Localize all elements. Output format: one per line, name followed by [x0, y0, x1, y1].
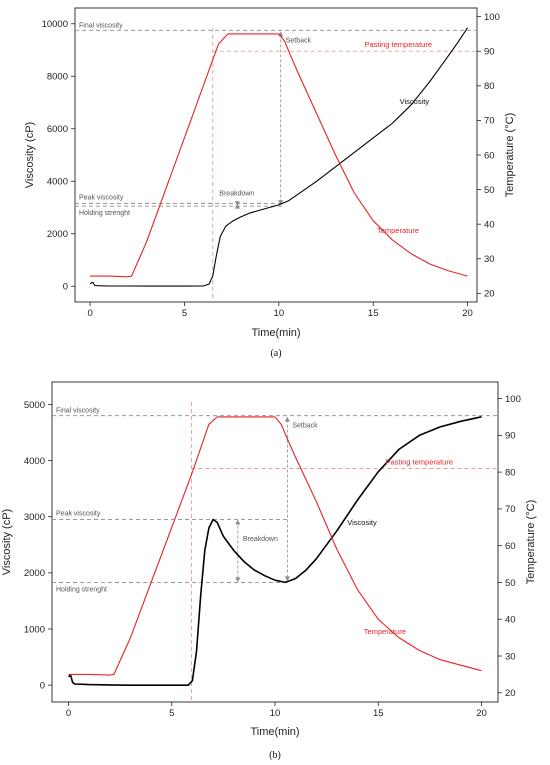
setback-arrowhead-up	[284, 416, 290, 422]
y-left-axis-label: Viscosity (cP)	[24, 122, 36, 188]
viscosity-series-label: Viscosity	[347, 518, 377, 527]
temperature-series-label: Temperature	[377, 226, 419, 235]
breakdown-arrowhead-down	[234, 201, 240, 207]
setback-arrowhead-down	[284, 576, 290, 582]
x-tick-label: 0	[87, 308, 92, 319]
x-tick-label: 5	[169, 708, 174, 719]
x-axis-label: Time(min)	[250, 726, 299, 738]
peak-viscosity-label: Peak viscosity	[79, 195, 124, 202]
x-tick-label: 20	[462, 308, 473, 319]
panel-label: (a)	[270, 348, 281, 359]
peak-viscosity-label: Peak viscosity	[56, 511, 101, 518]
pasting-temperature-label: Pasting temperature	[364, 40, 432, 49]
y-right-tick-label: 60	[505, 541, 516, 552]
y-right-tick-label: 40	[484, 219, 495, 230]
y-right-tick-label: 60	[484, 150, 495, 161]
plot-frame	[74, 7, 478, 303]
y-left-tick-label: 2000	[47, 229, 68, 240]
y-right-tick-label: 20	[505, 688, 516, 699]
breakdown-label: Breakdown	[243, 536, 278, 543]
breakdown-arrowhead-down	[235, 577, 241, 583]
y-right-tick-label: 100	[484, 12, 500, 23]
y-left-tick-label: 0	[63, 282, 68, 293]
y-right-tick-label: 20	[484, 289, 495, 300]
viscosity-series-label: Viscosity	[400, 97, 430, 106]
y-right-axis-label: Temperature (°C)	[504, 113, 516, 197]
y-left-tick-label: 10000	[42, 19, 68, 30]
y-left-tick-label: 4000	[47, 177, 68, 188]
y-right-tick-label: 70	[505, 504, 516, 515]
pasting-temperature-label: Pasting temperature	[385, 457, 453, 466]
y-left-tick-label: 5000	[24, 400, 45, 411]
x-tick-label: 20	[476, 708, 487, 719]
y-left-tick-label: 0	[40, 680, 45, 691]
setback-arrowhead-down	[278, 200, 284, 206]
holding-strength-label: Holding strenght	[79, 210, 130, 217]
x-axis-label: Time(min)	[251, 327, 300, 339]
x-tick-label: 10	[270, 708, 281, 719]
y-right-tick-label: 80	[505, 467, 516, 478]
setback-label: Setback	[292, 423, 318, 430]
breakdown-arrowhead-up	[235, 519, 241, 525]
y-left-tick-label: 6000	[47, 124, 68, 135]
x-tick-label: 10	[274, 308, 285, 319]
x-tick-label: 15	[373, 708, 384, 719]
final-viscosity-label: Final viscosity	[56, 408, 100, 415]
series-line-viscosity	[68, 416, 482, 687]
y-right-tick-label: 30	[505, 651, 516, 662]
x-tick-label: 0	[66, 708, 71, 719]
y-right-tick-label: 50	[505, 578, 516, 589]
y-right-tick-label: 40	[505, 615, 516, 626]
y-left-tick-label: 4000	[24, 456, 45, 467]
series-line-temperature	[90, 33, 468, 278]
x-tick-label: 15	[368, 308, 379, 319]
y-right-axis-label: Temperature (°C)	[525, 500, 537, 584]
holding-strength-label: Holding strenght	[56, 586, 107, 593]
x-tick-label: 5	[182, 308, 187, 319]
chart-b: 0 5 10 15 20 0 1000 2000 3000 4000 5000 20 30 40 50 60 7…	[1, 381, 537, 761]
series-line-temperature	[68, 416, 482, 676]
y-left-axis-label: Viscosity (cP)	[1, 509, 13, 575]
setback-label: Setback	[286, 37, 312, 44]
y-left-tick-label: 3000	[24, 512, 45, 523]
y-right-tick-label: 100	[505, 394, 521, 405]
breakdown-label: Breakdown	[219, 191, 254, 198]
final-viscosity-label: Final viscosity	[79, 22, 123, 29]
temperature-series-label: Temperature	[364, 627, 406, 636]
y-left-tick-label: 2000	[24, 568, 45, 579]
y-right-tick-label: 90	[484, 47, 495, 58]
y-right-tick-label: 70	[484, 116, 495, 127]
y-right-tick-label: 90	[505, 431, 516, 442]
chart-a: 0 5 10 15 20 0 2000 4000 6000 8000 10000 20 30 40 50 60…	[24, 7, 516, 359]
y-right-tick-label: 80	[484, 81, 495, 92]
y-left-tick-label: 8000	[47, 72, 68, 83]
y-right-tick-label: 30	[484, 254, 495, 265]
y-right-tick-label: 50	[484, 185, 495, 196]
panel-label: (b)	[269, 750, 281, 761]
series-line-viscosity	[89, 27, 469, 287]
y-left-tick-label: 1000	[24, 624, 45, 635]
